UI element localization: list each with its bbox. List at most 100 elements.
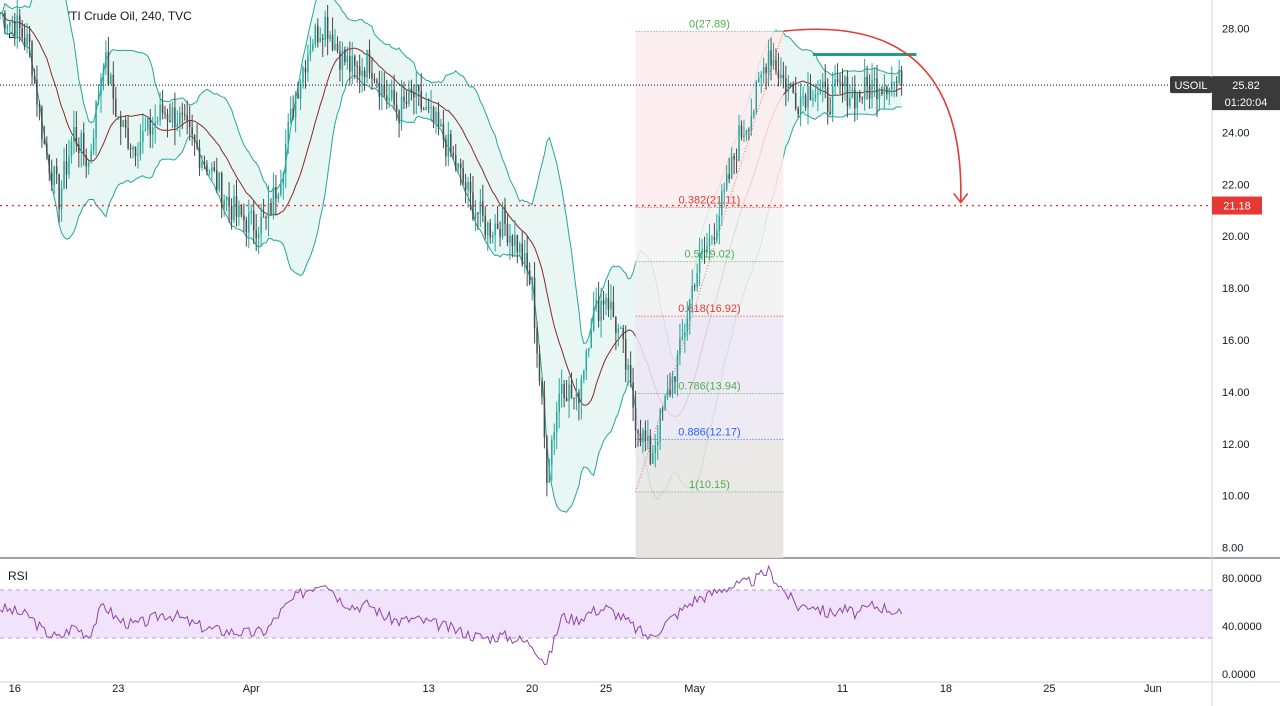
candle-body	[565, 397, 568, 402]
candle-body	[270, 203, 272, 215]
price-axis-tick: 12.00	[1222, 439, 1250, 451]
candle-body	[151, 127, 154, 135]
candle-body	[18, 15, 21, 29]
candle-body	[83, 132, 85, 155]
symbol-tag	[1170, 76, 1212, 94]
candle-body	[753, 111, 755, 117]
candle-body	[410, 88, 413, 94]
candle-body	[514, 235, 516, 247]
candle-body	[533, 277, 536, 329]
candle-body	[605, 298, 607, 305]
candle-body	[248, 212, 250, 233]
candle-body	[531, 277, 533, 284]
last-price-label: 25.82	[1232, 80, 1260, 92]
candle-body	[597, 299, 600, 321]
time-axis-tick: 23	[112, 683, 124, 695]
candle-body	[472, 192, 474, 219]
candle-body	[546, 437, 548, 483]
candle-body	[523, 253, 526, 265]
candle-body	[745, 129, 748, 136]
candle-body	[506, 224, 509, 243]
candle-body	[691, 285, 693, 300]
candle-body	[469, 181, 472, 193]
candle-body	[888, 88, 891, 95]
candle-body	[147, 118, 149, 130]
candle-body	[730, 156, 733, 179]
candle-body	[829, 111, 831, 115]
candle-body	[31, 41, 33, 77]
candle-body	[900, 70, 903, 86]
candle-body	[844, 76, 846, 87]
candle-body	[484, 215, 487, 236]
time-axis-tick: 11	[837, 683, 848, 695]
fib-level-label: 1(10.15)	[689, 479, 730, 491]
symbol-label: USOIL	[1174, 80, 1207, 92]
candle-body	[782, 74, 785, 79]
candle-body	[23, 37, 26, 46]
candle-body	[312, 44, 314, 50]
candle-body	[624, 339, 627, 370]
candle-body	[326, 16, 329, 40]
fib-level-label: 0.786(13.94)	[678, 380, 740, 392]
candle-body	[807, 86, 809, 108]
candle-body	[509, 235, 511, 243]
candle-body	[617, 328, 620, 333]
rsi-axis-tick: 0.0000	[1222, 669, 1256, 681]
candle-body	[102, 67, 105, 78]
candle-body	[802, 95, 804, 97]
candle-body	[622, 327, 624, 340]
candle-body	[395, 104, 398, 112]
candle-body	[400, 96, 403, 124]
candle-body	[65, 161, 68, 175]
candle-body	[206, 164, 208, 173]
candle-body	[573, 397, 575, 399]
candle-body	[38, 104, 41, 108]
fib-trend-line	[635, 31, 784, 492]
candle-body	[792, 84, 794, 93]
candle-body	[73, 127, 75, 142]
candle-body	[457, 163, 459, 170]
candle-body	[287, 122, 289, 145]
candle-body	[432, 107, 435, 123]
candle-body	[213, 167, 216, 171]
candle-body	[208, 171, 211, 173]
price-plot: 0(27.89)0.382(21.11)0.5(19.02)0.618(16.9…	[0, 0, 903, 558]
candle-body	[615, 316, 617, 333]
candle-body	[159, 104, 161, 121]
candle-body	[780, 74, 782, 79]
candle-body	[620, 327, 622, 329]
candle-body	[55, 166, 58, 174]
candle-body	[494, 223, 496, 236]
candle-body	[757, 77, 760, 83]
candle-body	[75, 127, 78, 145]
candle-body	[612, 301, 615, 317]
candle-body	[563, 384, 565, 398]
candle-body	[156, 120, 159, 123]
rsi-panel-label: RSI	[8, 569, 29, 583]
candle-body	[16, 15, 18, 37]
candle-body	[358, 66, 361, 76]
price-axis-tick: 22.00	[1222, 179, 1250, 191]
candle-body	[652, 452, 654, 464]
candle-body	[164, 113, 166, 115]
candle-body	[607, 298, 610, 310]
candle-body	[883, 86, 886, 94]
fib-level-label: 0.618(16.92)	[678, 303, 740, 315]
candle-body	[238, 205, 240, 217]
candle-body	[681, 336, 684, 339]
candle-body	[602, 300, 605, 305]
candle-body	[831, 86, 834, 115]
candle-body	[703, 250, 706, 252]
candle-body	[595, 299, 597, 308]
candle-body	[1, 12, 4, 14]
candle-body	[50, 172, 53, 186]
candle-body	[585, 351, 588, 371]
candle-body	[755, 82, 758, 112]
candle-body	[378, 82, 381, 97]
candle-body	[866, 76, 868, 87]
candle-body	[765, 67, 767, 73]
candle-body	[70, 141, 73, 157]
candle-body	[289, 108, 292, 123]
candle-body	[459, 163, 462, 169]
